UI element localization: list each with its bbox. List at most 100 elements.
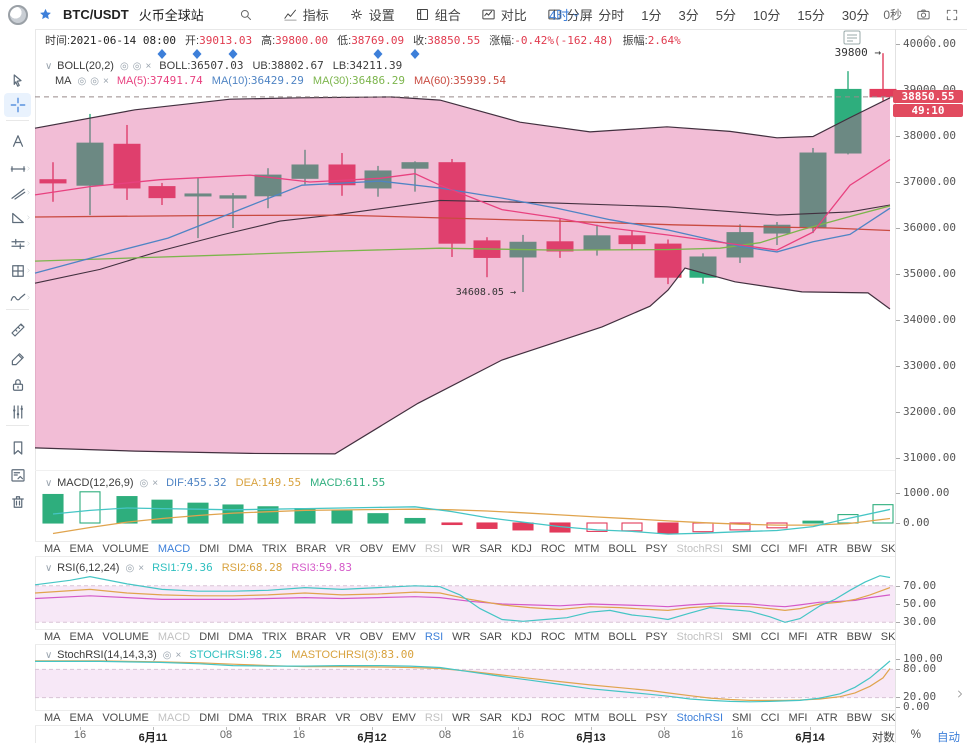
ruler-tool[interactable] bbox=[4, 318, 31, 342]
visibility-toggle-icon[interactable]: ◎ bbox=[139, 478, 149, 489]
tab-mtm[interactable]: MTM bbox=[574, 631, 600, 643]
tab-roc[interactable]: ROC bbox=[540, 631, 566, 643]
app-logo-icon[interactable] bbox=[8, 4, 28, 25]
event-marker-diamond[interactable] bbox=[157, 49, 167, 59]
crosshair-tool[interactable] bbox=[4, 93, 31, 117]
tab-kdj[interactable]: KDJ bbox=[511, 712, 532, 724]
toolbar-menu-2[interactable]: 组合 bbox=[415, 5, 461, 24]
tab-atr[interactable]: ATR bbox=[816, 543, 838, 555]
search-icon[interactable] bbox=[238, 7, 253, 22]
period-option-7[interactable]: 30分 bbox=[842, 5, 869, 24]
tab-macd[interactable]: MACD bbox=[157, 712, 191, 724]
tab-dmi[interactable]: DMI bbox=[199, 543, 220, 555]
visibility-toggle-icon[interactable]: ◎ bbox=[132, 61, 142, 72]
toolbar-menu-4[interactable]: 分屏 bbox=[547, 5, 593, 24]
close-icon[interactable]: × bbox=[138, 563, 145, 574]
tab-volume[interactable]: VOLUME bbox=[102, 712, 149, 724]
toolbar-menu-3[interactable]: 对比 bbox=[481, 5, 527, 24]
collapse-axis-icon[interactable] bbox=[922, 31, 934, 43]
tab-skdj[interactable]: SKDJ bbox=[880, 631, 895, 643]
period-option-3[interactable]: 3分 bbox=[678, 5, 698, 24]
tab-volume[interactable]: VOLUME bbox=[102, 631, 149, 643]
collapse-icon[interactable]: ∨ bbox=[45, 650, 56, 661]
tab-cci[interactable]: CCI bbox=[760, 543, 780, 555]
parallel-lines-tool[interactable] bbox=[4, 232, 31, 256]
close-icon[interactable]: × bbox=[152, 478, 159, 489]
trash-tool[interactable] bbox=[4, 490, 31, 514]
tab-boll[interactable]: BOLL bbox=[608, 543, 637, 555]
event-marker-diamond[interactable] bbox=[410, 49, 420, 59]
tab-boll[interactable]: BOLL bbox=[608, 712, 637, 724]
tab-psy[interactable]: PSY bbox=[645, 543, 668, 555]
period-option-6[interactable]: 15分 bbox=[797, 5, 824, 24]
tab-trix[interactable]: TRIX bbox=[261, 543, 287, 555]
tab-dmi[interactable]: DMI bbox=[199, 631, 220, 643]
collapse-icon[interactable]: ∨ bbox=[45, 61, 56, 72]
tab-ma[interactable]: MA bbox=[44, 631, 61, 643]
horizontal-line-tool[interactable] bbox=[4, 157, 31, 181]
tab-vr[interactable]: VR bbox=[335, 631, 351, 643]
tab-dma[interactable]: DMA bbox=[228, 712, 253, 724]
tab-bbw[interactable]: BBW bbox=[846, 543, 872, 555]
tab-cci[interactable]: CCI bbox=[760, 631, 780, 643]
visibility-toggle-icon[interactable]: ◎ bbox=[119, 61, 129, 72]
tab-obv[interactable]: OBV bbox=[359, 631, 383, 643]
tab-vr[interactable]: VR bbox=[335, 712, 351, 724]
tab-psy[interactable]: PSY bbox=[645, 712, 668, 724]
notes-tool[interactable] bbox=[4, 463, 31, 487]
tab-bbw[interactable]: BBW bbox=[846, 712, 872, 724]
period-option-4[interactable]: 5分 bbox=[716, 5, 736, 24]
tab-psy[interactable]: PSY bbox=[645, 631, 668, 643]
wave-tool[interactable] bbox=[4, 286, 31, 310]
tab-dma[interactable]: DMA bbox=[228, 631, 253, 643]
toolbar-menu-1[interactable]: 设置 bbox=[349, 5, 395, 24]
tab-ma[interactable]: MA bbox=[44, 712, 61, 724]
pencil-tool[interactable] bbox=[4, 347, 31, 371]
text-tool[interactable] bbox=[4, 129, 31, 153]
tab-obv[interactable]: OBV bbox=[359, 543, 383, 555]
trend-line-tool[interactable] bbox=[4, 181, 31, 205]
tab-vr[interactable]: VR bbox=[335, 543, 351, 555]
tab-volume[interactable]: VOLUME bbox=[102, 543, 149, 555]
period-option-5[interactable]: 10分 bbox=[753, 5, 780, 24]
tab-stochrsi[interactable]: StochRSI bbox=[676, 631, 724, 643]
tab-skdj[interactable]: SKDJ bbox=[880, 543, 895, 555]
tab-trix[interactable]: TRIX bbox=[261, 712, 287, 724]
scale-option-0[interactable]: 对数 bbox=[871, 732, 895, 744]
tab-macd[interactable]: MACD bbox=[157, 631, 191, 643]
tab-dma[interactable]: DMA bbox=[228, 543, 253, 555]
grid-box-tool[interactable] bbox=[4, 259, 31, 283]
tab-roc[interactable]: ROC bbox=[540, 543, 566, 555]
tab-emv[interactable]: EMV bbox=[391, 543, 416, 555]
close-icon[interactable]: × bbox=[145, 61, 152, 72]
tab-mtm[interactable]: MTM bbox=[574, 543, 600, 555]
pointer-tool[interactable] bbox=[4, 69, 31, 93]
tab-rsi[interactable]: RSI bbox=[424, 712, 444, 724]
tab-brar[interactable]: BRAR bbox=[295, 543, 327, 555]
scale-option-1[interactable]: % bbox=[910, 729, 921, 741]
event-marker-diamond[interactable] bbox=[373, 49, 383, 59]
tab-smi[interactable]: SMI bbox=[732, 631, 752, 643]
triangle-tool[interactable] bbox=[4, 206, 31, 230]
pane-expand-icon[interactable] bbox=[954, 688, 966, 700]
tab-ma[interactable]: MA bbox=[44, 543, 61, 555]
fullscreen-icon[interactable] bbox=[945, 8, 959, 22]
visibility-toggle-icon[interactable]: ◎ bbox=[125, 563, 135, 574]
tab-wr[interactable]: WR bbox=[452, 543, 471, 555]
tab-emv[interactable]: EMV bbox=[391, 712, 416, 724]
visibility-toggle-icon[interactable]: ◎ bbox=[90, 76, 99, 87]
tab-obv[interactable]: OBV bbox=[359, 712, 383, 724]
tab-mtm[interactable]: MTM bbox=[574, 712, 600, 724]
event-marker-diamond[interactable] bbox=[192, 49, 202, 59]
period-option-2[interactable]: 1分 bbox=[641, 5, 661, 24]
tab-dmi[interactable]: DMI bbox=[199, 712, 220, 724]
tab-smi[interactable]: SMI bbox=[732, 543, 752, 555]
tab-wr[interactable]: WR bbox=[452, 712, 471, 724]
tab-stochrsi[interactable]: StochRSI bbox=[676, 543, 724, 555]
tab-atr[interactable]: ATR bbox=[816, 631, 838, 643]
tab-ema[interactable]: EMA bbox=[69, 712, 94, 724]
tab-boll[interactable]: BOLL bbox=[608, 631, 637, 643]
toolbar-menu-0[interactable]: 指标 bbox=[283, 5, 329, 24]
tab-cci[interactable]: CCI bbox=[760, 712, 780, 724]
